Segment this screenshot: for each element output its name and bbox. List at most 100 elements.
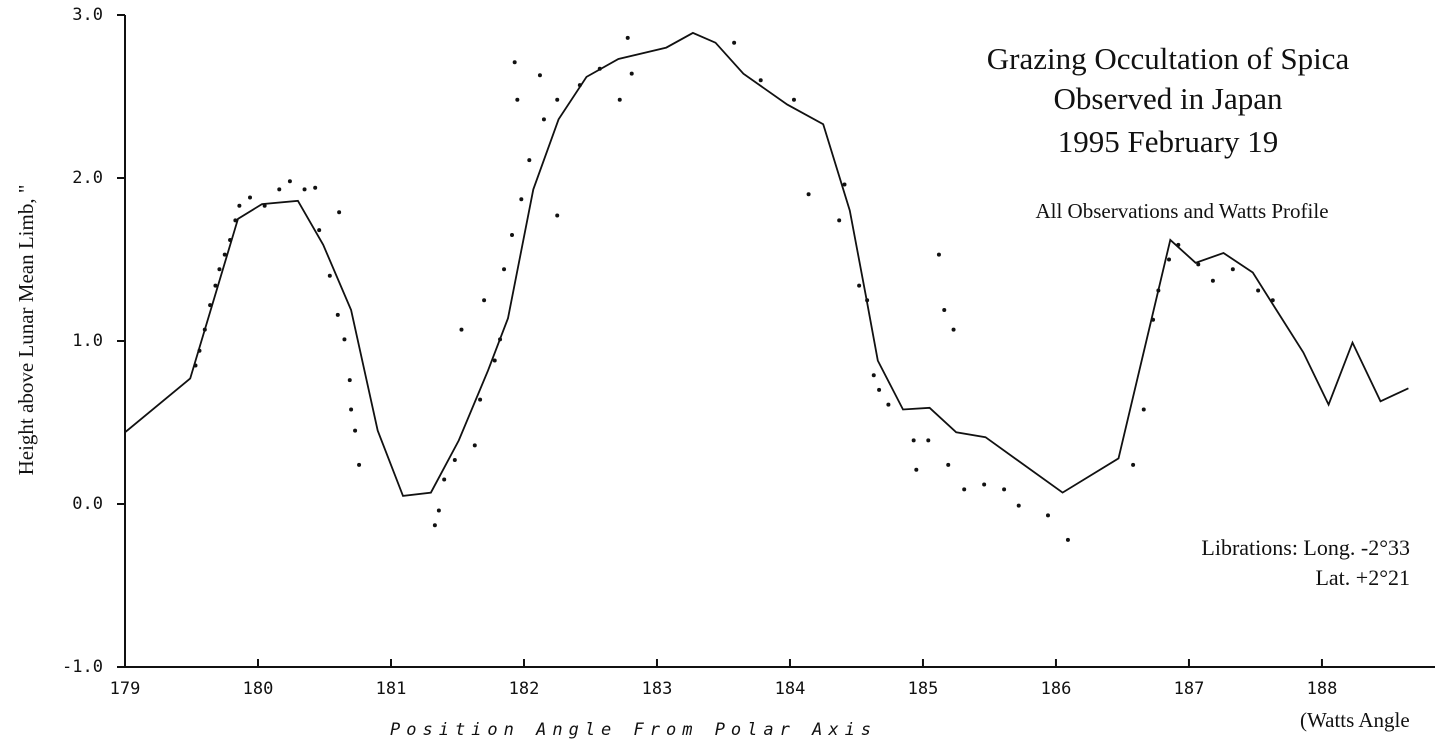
observation-point: [478, 397, 483, 402]
observation-point: [452, 457, 457, 462]
observation-point: [222, 252, 227, 257]
observation-point: [577, 83, 582, 88]
observation-point: [877, 387, 882, 392]
annotation: Librations: Long. -2°33: [1201, 535, 1410, 560]
observation-point: [347, 378, 352, 383]
x-tick-label: 179: [110, 679, 141, 699]
observation-point: [837, 218, 842, 223]
observation-point: [482, 298, 487, 303]
y-tick-label: 0.0: [72, 494, 103, 514]
observation-point: [982, 482, 987, 487]
observation-point: [1156, 288, 1161, 293]
observation-point: [857, 283, 862, 288]
observation-point: [541, 117, 546, 122]
observation-point: [197, 348, 202, 353]
observation-point: [758, 78, 763, 83]
observation-point: [886, 402, 891, 407]
observation-point: [302, 187, 307, 192]
observation-point: [233, 218, 238, 223]
observation-point: [248, 195, 253, 200]
observation-point: [436, 508, 441, 513]
observation-point: [629, 71, 634, 76]
observation-point: [1167, 257, 1172, 262]
observation-point: [555, 213, 560, 218]
y-axis-label: Height above Lunar Mean Limb, ": [14, 185, 38, 476]
y-tick-label: 2.0: [72, 168, 103, 188]
y-tick-label: 3.0: [72, 5, 103, 25]
x-tick-label: 186: [1041, 679, 1072, 699]
x-tick-label: 188: [1307, 679, 1338, 699]
observation-point: [202, 327, 207, 332]
observation-point: [335, 312, 340, 317]
observation-point: [502, 267, 507, 272]
x-tick-label: 182: [509, 679, 540, 699]
x-axis-label-note: (Watts Angle: [1300, 708, 1410, 732]
observation-point: [1131, 462, 1136, 467]
observation-point: [1141, 407, 1146, 412]
observation-point: [527, 158, 532, 163]
chart-title: Grazing Occultation of Spica: [987, 41, 1350, 76]
observation-point: [213, 283, 218, 288]
observation-point: [317, 228, 322, 233]
chart-title: 1995 February 19: [1058, 124, 1278, 159]
observation-point: [1230, 267, 1235, 272]
observation-point: [342, 337, 347, 342]
x-tick-label: 183: [642, 679, 673, 699]
observation-point: [1270, 298, 1275, 303]
observation-point: [472, 443, 477, 448]
observation-point: [962, 487, 967, 492]
observation-point: [732, 40, 737, 45]
observation-point: [287, 179, 292, 184]
chart-subtitle: All Observations and Watts Profile: [1035, 199, 1328, 223]
observation-point: [193, 363, 198, 368]
x-tick-label: 181: [376, 679, 407, 699]
observation-point: [277, 187, 282, 192]
observation-point: [936, 252, 941, 257]
observation-point: [349, 407, 354, 412]
x-tick-label: 180: [243, 679, 274, 699]
observation-point: [512, 60, 517, 65]
observation-point: [519, 197, 524, 202]
observation-point: [353, 428, 358, 433]
observation-point: [1016, 503, 1021, 508]
observation-point: [1045, 513, 1050, 518]
observation-point: [1065, 537, 1070, 542]
observation-point: [914, 467, 919, 472]
observation-point: [597, 66, 602, 71]
observation-point: [537, 73, 542, 78]
annotation: Lat. +2°21: [1315, 565, 1410, 590]
observation-point: [237, 203, 242, 208]
observation-point: [262, 203, 267, 208]
x-tick-label: 185: [908, 679, 939, 699]
y-tick-label: -1.0: [62, 657, 103, 677]
observation-point: [1176, 242, 1181, 247]
observation-point: [951, 327, 956, 332]
observation-point: [865, 298, 870, 303]
observation-point: [510, 233, 515, 238]
observation-point: [806, 192, 811, 197]
observation-point: [498, 337, 503, 342]
observation-point: [492, 358, 497, 363]
observation-point: [515, 97, 520, 102]
observation-point: [1256, 288, 1261, 293]
observation-point: [555, 97, 560, 102]
observation-point: [942, 308, 947, 313]
observation-point: [1151, 317, 1156, 322]
observation-point: [357, 462, 362, 467]
observation-point: [946, 462, 951, 467]
observation-point: [313, 185, 318, 190]
x-tick-label: 187: [1174, 679, 1205, 699]
observation-point: [228, 237, 233, 242]
observation-point: [926, 438, 931, 443]
y-tick-label: 1.0: [72, 331, 103, 351]
observation-point: [442, 477, 447, 482]
x-axis-label: Position Angle From Polar Axis: [390, 720, 877, 740]
observation-point: [911, 438, 916, 443]
observation-point: [871, 373, 876, 378]
observation-point: [459, 327, 464, 332]
x-tick-label: 184: [775, 679, 806, 699]
observation-point: [1002, 487, 1007, 492]
observation-point: [1210, 278, 1215, 283]
observation-point: [1196, 262, 1201, 267]
